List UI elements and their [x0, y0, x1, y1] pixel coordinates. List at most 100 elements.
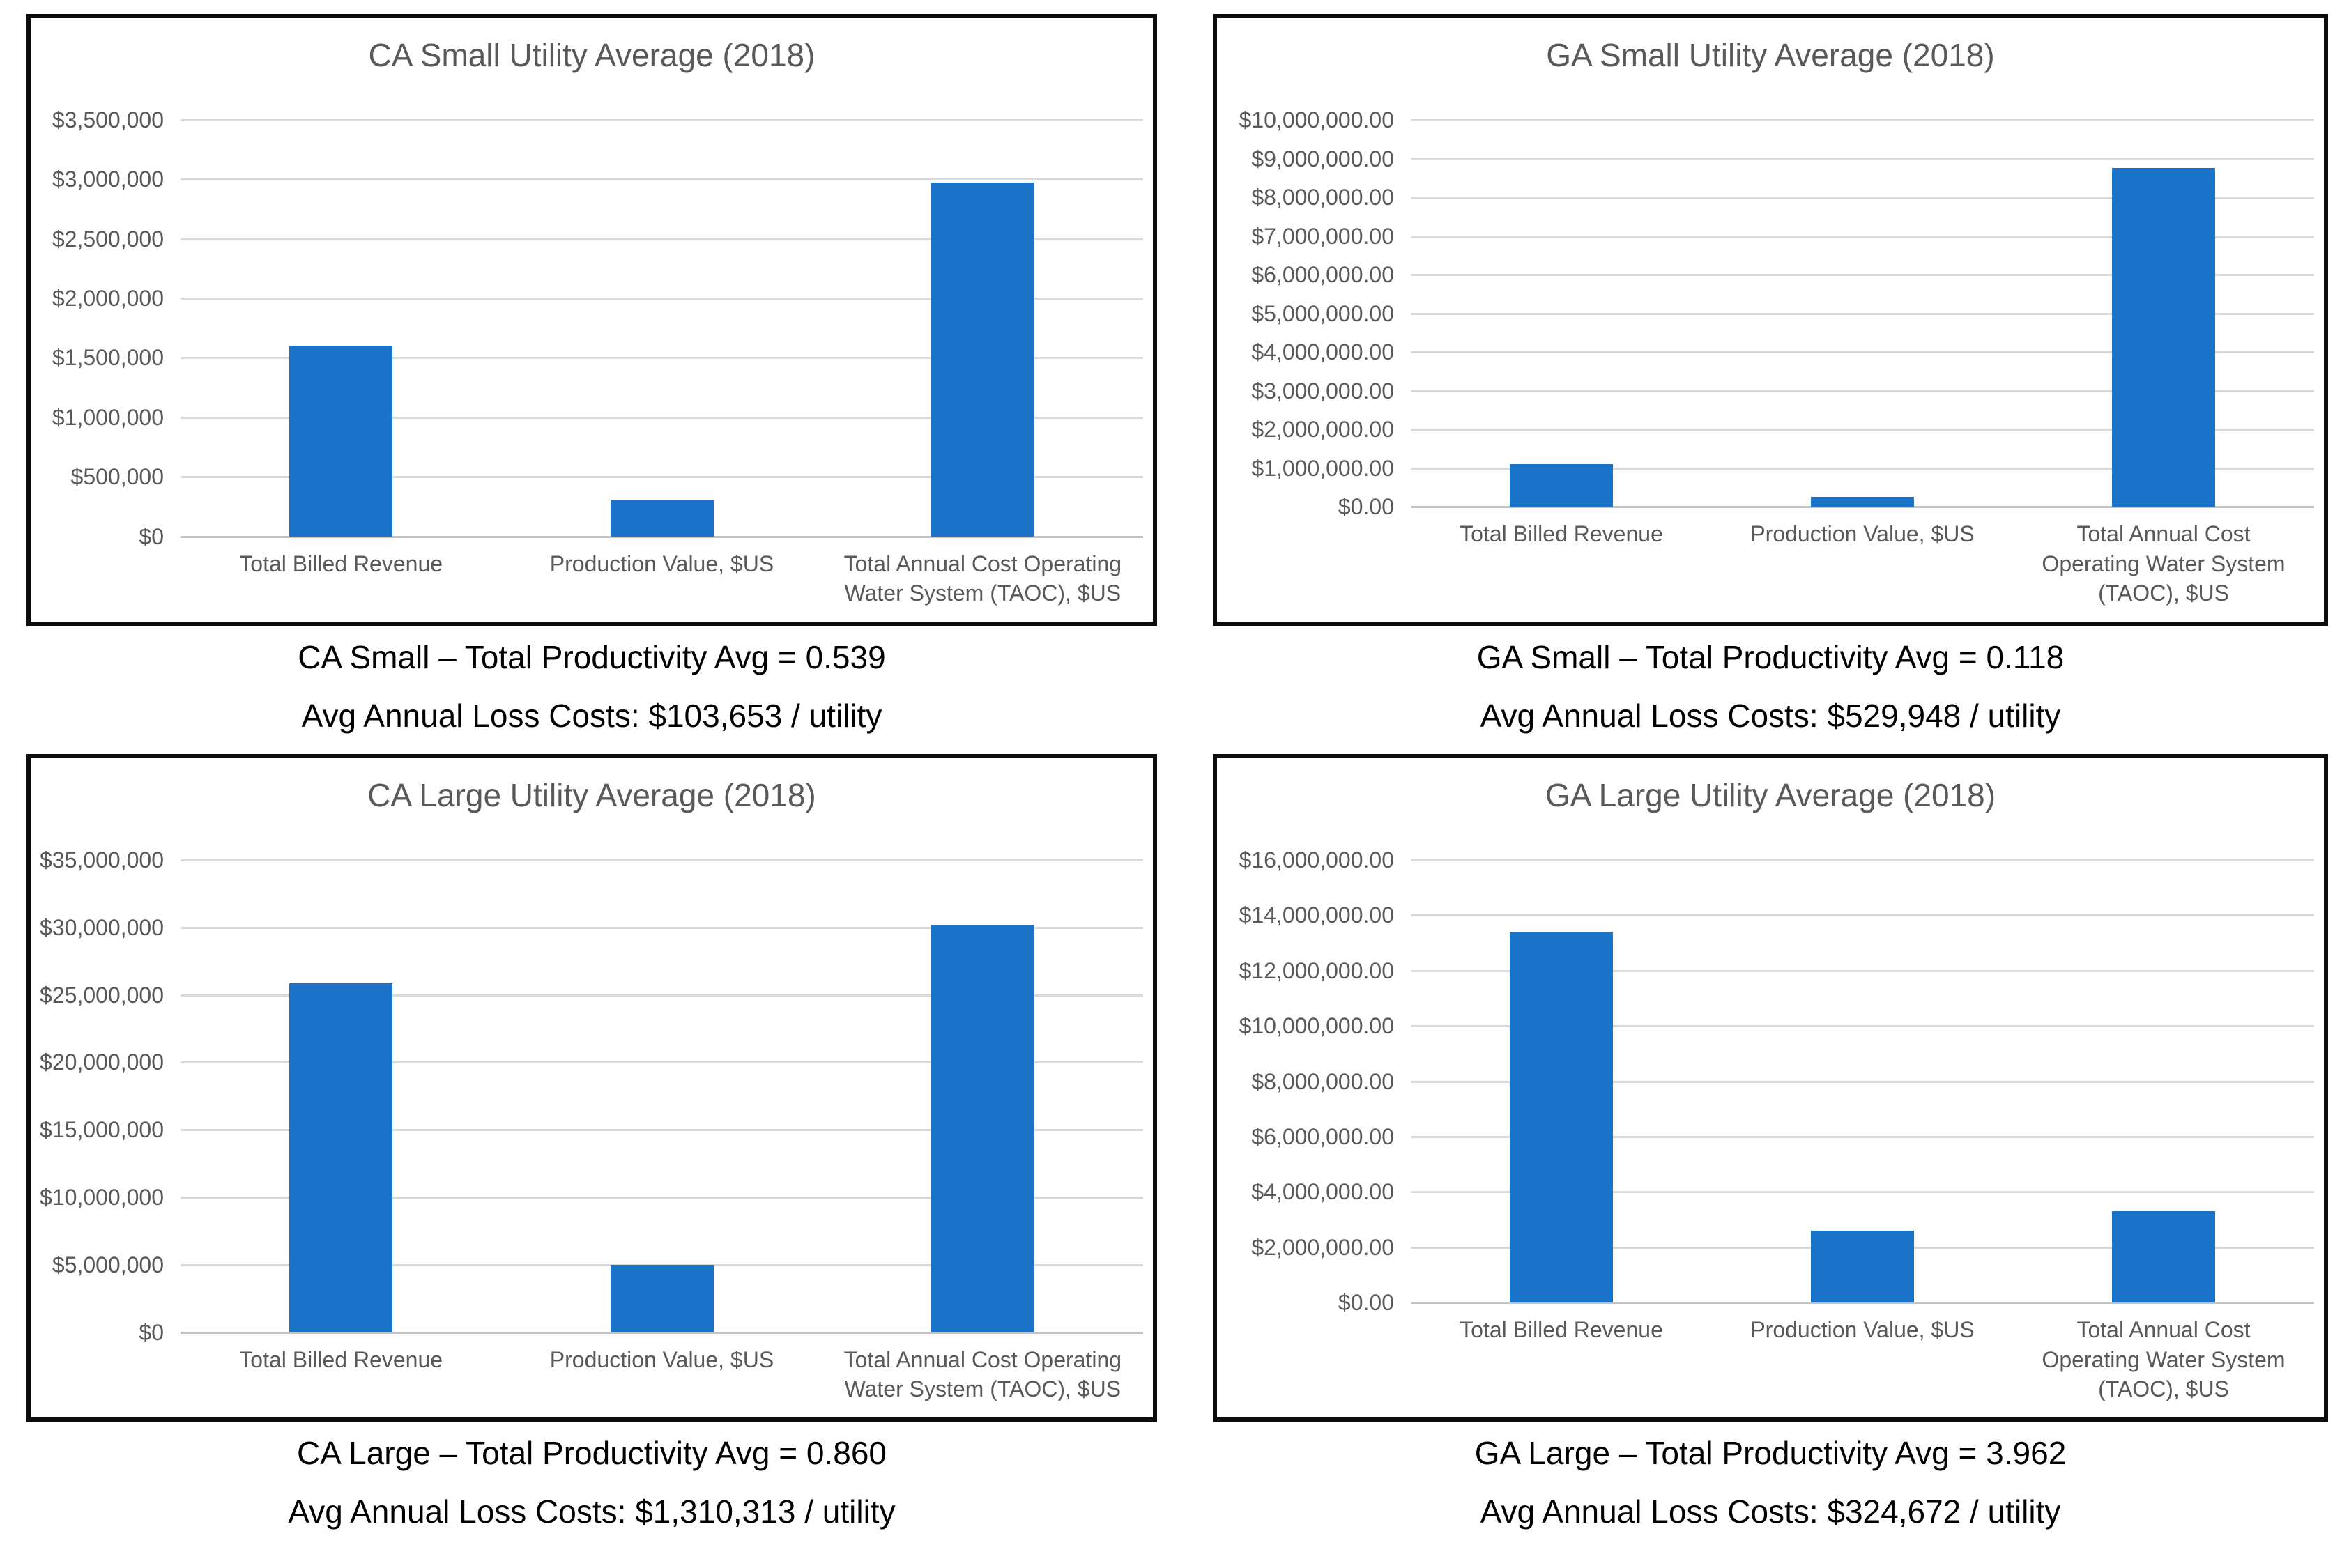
x-category-label: Total Annual Cost Operating Water System… [2042, 521, 2286, 606]
y-tick-label: $2,000,000.00 [1251, 1234, 1394, 1260]
gridline [1411, 969, 2314, 972]
chart-area: $35,000,000 $30,000,000 $25,000,000 $20,000… [31, 815, 1153, 1417]
y-tick-label: $30,000,000 [40, 914, 164, 940]
productivity-caption: CA Small – Total Productivity Avg = 0.53… [298, 639, 886, 675]
x-axis-line [1411, 506, 2314, 509]
y-tick-label: $2,000,000 [52, 286, 164, 312]
y-tick-label: $7,000,000.00 [1251, 223, 1394, 249]
y-tick-label: $0 [139, 1319, 164, 1345]
gridline [1411, 312, 2314, 315]
y-axis: $3,500,000 $3,000,000 $2,500,000 $2,000,000… [38, 109, 181, 548]
gridline [181, 298, 1143, 300]
x-category-label: Total Annual Cost Operating Water System… [2042, 1317, 2286, 1401]
gridline [1411, 1025, 2314, 1028]
gridline [181, 119, 1143, 121]
y-axis: $10,000,000.00 $9,000,000.00 $8,000,000.00… [1224, 109, 1411, 518]
gridline [1411, 1191, 2314, 1194]
quadrant-ga-small: GA Small Utility Average (2018) $10,000,… [1213, 14, 2328, 736]
x-axis-line [1411, 1302, 2314, 1305]
loss-cost-caption: Avg Annual Loss Costs: $324,672 / utilit… [1480, 1493, 2061, 1530]
gridline [181, 1061, 1143, 1064]
x-axis-line [181, 1331, 1143, 1334]
gridline [1411, 351, 2314, 354]
y-tick-label: $25,000,000 [40, 982, 164, 1008]
y-tick-label: $2,000,000.00 [1251, 417, 1394, 443]
y-tick-label: $6,000,000.00 [1251, 262, 1394, 288]
bar-total-billed-revenue [289, 983, 393, 1332]
x-category-label: Total Billed Revenue [239, 1346, 443, 1372]
y-tick-label: $5,000,000 [52, 1252, 164, 1277]
chart-title: CA Large Utility Average (2018) [367, 777, 816, 813]
bar-production-value-us [610, 1264, 714, 1332]
productivity-caption: CA Large – Total Productivity Avg = 0.86… [296, 1435, 887, 1471]
y-tick-label: $1,000,000.00 [1251, 455, 1394, 481]
y-tick-label: $0 [139, 523, 164, 549]
gridline [1411, 859, 2314, 861]
gridline [181, 994, 1143, 997]
y-tick-label: $35,000,000 [40, 847, 164, 873]
y-tick-label: $15,000,000 [40, 1117, 164, 1143]
y-tick-label: $0.00 [1338, 1290, 1394, 1316]
chart-title: GA Large Utility Average (2018) [1545, 777, 1996, 813]
chart-panel-ca-small: CA Small Utility Average (2018) $3,500,0… [26, 14, 1157, 626]
chart-area: $10,000,000.00 $9,000,000.00 $8,000,000.00… [1217, 75, 2324, 622]
y-tick-label: $3,500,000 [52, 107, 164, 132]
gridline [181, 859, 1143, 861]
plot-area [181, 859, 1143, 1334]
x-axis-labels: Total Billed Revenue Production Value, $U… [181, 537, 1143, 608]
y-tick-label: $8,000,000.00 [1251, 1068, 1394, 1094]
loss-cost-caption: Avg Annual Loss Costs: $529,948 / utilit… [1480, 698, 2061, 734]
gridline [181, 1196, 1143, 1199]
y-tick-label: $12,000,000.00 [1239, 958, 1394, 983]
gridline [1411, 235, 2314, 238]
bar-total-annual-cost [2112, 1211, 2215, 1303]
y-tick-label: $2,500,000 [52, 226, 164, 252]
quadrant-ca-small: CA Small Utility Average (2018) $3,500,0… [26, 14, 1157, 736]
gridline [181, 238, 1143, 240]
y-tick-label: $3,000,000.00 [1251, 378, 1394, 403]
x-category-label: Production Value, $US [1750, 521, 1975, 547]
gridline [1411, 914, 2314, 917]
x-category-label: Total Billed Revenue [1460, 521, 1663, 547]
y-tick-label: $5,000,000.00 [1251, 300, 1394, 326]
gridline [1411, 390, 2314, 392]
y-tick-label: $10,000,000 [40, 1184, 164, 1210]
bar-total-annual-cost [2112, 168, 2215, 507]
chart-panel-ga-small: GA Small Utility Average (2018) $10,000,… [1213, 14, 2328, 626]
y-tick-label: $16,000,000.00 [1239, 847, 1394, 873]
y-tick-label: $4,000,000.00 [1251, 1179, 1394, 1205]
gridline [181, 926, 1143, 929]
x-category-label: Production Value, $US [549, 1346, 774, 1372]
y-tick-label: $4,000,000.00 [1251, 339, 1394, 365]
y-tick-label: $8,000,000.00 [1251, 185, 1394, 210]
gridline [1411, 274, 2314, 277]
chart-title: GA Small Utility Average (2018) [1546, 37, 1995, 73]
y-axis: $35,000,000 $30,000,000 $25,000,000 $20,000… [38, 849, 181, 1344]
y-tick-label: $0.00 [1338, 494, 1394, 520]
y-tick-label: $500,000 [70, 464, 164, 490]
y-tick-label: $1,500,000 [52, 345, 164, 371]
gridline [1411, 1136, 2314, 1139]
bar-total-billed-revenue [1510, 932, 1613, 1303]
plot-area [181, 119, 1143, 538]
bar-production-value-us [1811, 497, 1914, 507]
x-category-label: Production Value, $US [1750, 1317, 1975, 1343]
gridline [181, 178, 1143, 181]
x-category-label: Total Annual Cost Operating Water System… [843, 551, 1122, 606]
gridline [181, 1129, 1143, 1132]
x-axis-labels: Total Billed Revenue Production Value, $U… [1411, 1302, 2314, 1404]
gridline [181, 416, 1143, 419]
y-tick-label: $20,000,000 [40, 1050, 164, 1075]
bar-production-value-us [1811, 1231, 1914, 1303]
gridline [1411, 467, 2314, 470]
bar-total-annual-cost-operating [931, 924, 1034, 1332]
gridline [1411, 1080, 2314, 1083]
plot-area [1411, 859, 2314, 1305]
chart-title: CA Small Utility Average (2018) [368, 37, 816, 73]
y-tick-label: $3,000,000 [52, 167, 164, 192]
loss-cost-caption: Avg Annual Loss Costs: $103,653 / utilit… [301, 698, 882, 734]
gridline [1411, 197, 2314, 199]
y-tick-label: $10,000,000.00 [1239, 1013, 1394, 1039]
x-category-label: Total Annual Cost Operating Water System… [843, 1346, 1122, 1401]
y-axis: $16,000,000.00 $14,000,000.00 $12,000,000.… [1224, 849, 1411, 1314]
